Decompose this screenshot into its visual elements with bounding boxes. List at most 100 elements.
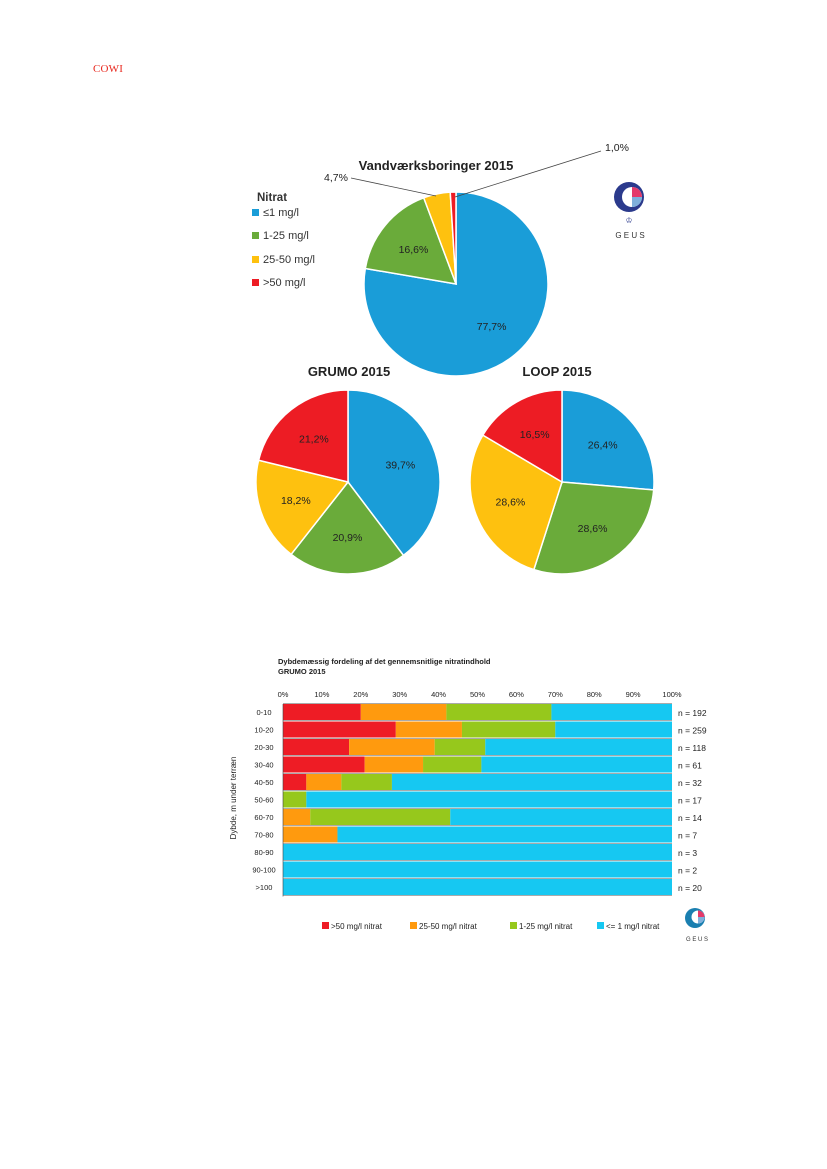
geus-logo-text: G E U S	[686, 937, 708, 943]
pie-chart: 39,7% 20,9% 18,2% 21,2%	[255, 389, 441, 575]
x-tick-label: 100%	[662, 690, 682, 699]
pie-data-label: 4,7%	[324, 172, 348, 184]
pie-data-label: 16,5%	[520, 429, 550, 441]
bar-chart-ylabel: Dybde, m under terræn	[229, 757, 238, 840]
bar-segment	[283, 879, 672, 895]
count-label: n = 118	[678, 743, 706, 753]
y-category-label: >100	[256, 883, 273, 892]
pie-slice	[449, 191, 457, 285]
pie-charts-figure: Vandværksboringer 2015 GRUMO 2015 LOOP 2…	[252, 142, 655, 575]
y-category-label: 20-30	[254, 743, 273, 752]
y-category-label: 80-90	[254, 848, 273, 857]
pie-data-label: 39,7%	[385, 459, 415, 471]
pie-slice	[481, 389, 563, 484]
legend-label: 1-25 mg/l	[263, 230, 309, 242]
geus-logo-icon: G E U S	[685, 908, 708, 943]
bar-segment	[283, 721, 396, 738]
legend-label: >50 mg/l	[263, 277, 306, 289]
x-tick-label: 70%	[548, 690, 563, 699]
bar-segment	[283, 861, 672, 878]
pie-data-label: 26,4%	[588, 440, 618, 452]
x-tick-label: 20%	[353, 690, 368, 699]
pie-data-label: 16,6%	[399, 244, 429, 256]
pie-legend: Nitrat ≤1 mg/l 1-25 mg/l 25-50 mg/l >50 …	[252, 192, 315, 289]
bar-segment	[481, 756, 672, 773]
count-label: n = 17	[678, 796, 702, 806]
bar-segment	[551, 704, 672, 720]
bar-segment	[283, 844, 672, 860]
y-category-label: 60-70	[254, 813, 273, 822]
bar-segment	[423, 756, 482, 773]
count-label: n = 14	[678, 813, 702, 823]
geus-logo-text: G E U S	[615, 231, 644, 240]
bar-segment	[364, 756, 424, 773]
legend-label: 25-50 mg/l nitrat	[419, 922, 478, 931]
legend-swatch	[410, 922, 417, 929]
bar-segment	[306, 791, 672, 808]
bar-segment	[485, 739, 672, 755]
y-category-label: 90-100	[252, 866, 275, 875]
pie-slice	[364, 196, 458, 285]
legend-swatch	[597, 922, 604, 929]
bar-chart-title: Dybdemæssig fordeling af det gennemsnitl…	[278, 657, 491, 666]
legend-label: 1-25 mg/l nitrat	[519, 922, 573, 931]
y-category-label: 50-60	[254, 796, 273, 805]
bar-segment	[349, 739, 435, 755]
pie-data-label: 20,9%	[333, 532, 363, 544]
brand-label: COWI	[93, 63, 124, 75]
legend-swatch	[510, 922, 517, 929]
pie-data-label: 77,7%	[477, 321, 507, 333]
count-label: n = 3	[678, 848, 697, 858]
legend-label: ≤1 mg/l	[263, 207, 299, 219]
bar-segment	[283, 791, 307, 808]
geus-logo-icon: ♔ G E U S	[614, 182, 645, 240]
count-label: n = 192	[678, 708, 707, 718]
pie-data-label: 18,2%	[281, 495, 311, 507]
bar-segment	[283, 704, 361, 720]
callout-line	[454, 150, 602, 198]
bar-segment	[555, 721, 672, 738]
pie1-title: Vandværksboringer 2015	[359, 158, 514, 173]
count-label: n = 32	[678, 778, 702, 788]
pie-slice	[290, 480, 405, 575]
pie-chart: 77,7% 16,6% 4,7% 1,0%	[324, 142, 629, 377]
pie-data-label: 1,0%	[605, 142, 629, 154]
bar-segment	[395, 721, 462, 738]
y-category-label: 40-50	[254, 778, 273, 787]
y-category-label: 10-20	[254, 726, 273, 735]
legend-swatch-green	[252, 232, 259, 239]
pie-data-label: 21,2%	[299, 434, 329, 446]
x-tick-label: 90%	[626, 690, 641, 699]
x-tick-label: 30%	[392, 690, 407, 699]
count-label: n = 61	[678, 761, 702, 771]
bar-segment	[306, 774, 342, 790]
count-label: n = 20	[678, 883, 702, 893]
legend-swatch	[322, 922, 329, 929]
bar-segment	[434, 739, 486, 755]
bar-segment	[341, 774, 392, 790]
pie2-title: GRUMO 2015	[308, 364, 390, 379]
bar-segment	[283, 774, 307, 790]
svg-text:♔: ♔	[625, 216, 632, 225]
bar-segment	[391, 774, 672, 790]
pie-data-label: 28,6%	[495, 497, 525, 509]
pie3-title: LOOP 2015	[522, 364, 591, 379]
x-tick-label: 40%	[431, 690, 446, 699]
pie-slice	[255, 459, 350, 556]
legend-swatch-yellow	[252, 256, 259, 263]
legend-swatch-blue	[252, 209, 259, 216]
pie-slice	[257, 389, 349, 483]
y-category-label: 30-40	[254, 761, 273, 770]
bar-segment	[450, 809, 672, 825]
legend-title: Nitrat	[257, 192, 287, 204]
bar-segment	[360, 704, 447, 720]
bar-segment	[283, 826, 338, 843]
legend-label: <= 1 mg/l nitrat	[606, 922, 660, 931]
x-tick-label: 60%	[509, 690, 524, 699]
bar-chart-subtitle: GRUMO 2015	[278, 667, 326, 676]
pie-chart: 26,4% 28,6% 28,6% 16,5%	[469, 389, 655, 575]
bar-segment	[283, 809, 311, 825]
bar-segment	[283, 739, 350, 755]
y-category-label: 0-10	[256, 708, 271, 717]
